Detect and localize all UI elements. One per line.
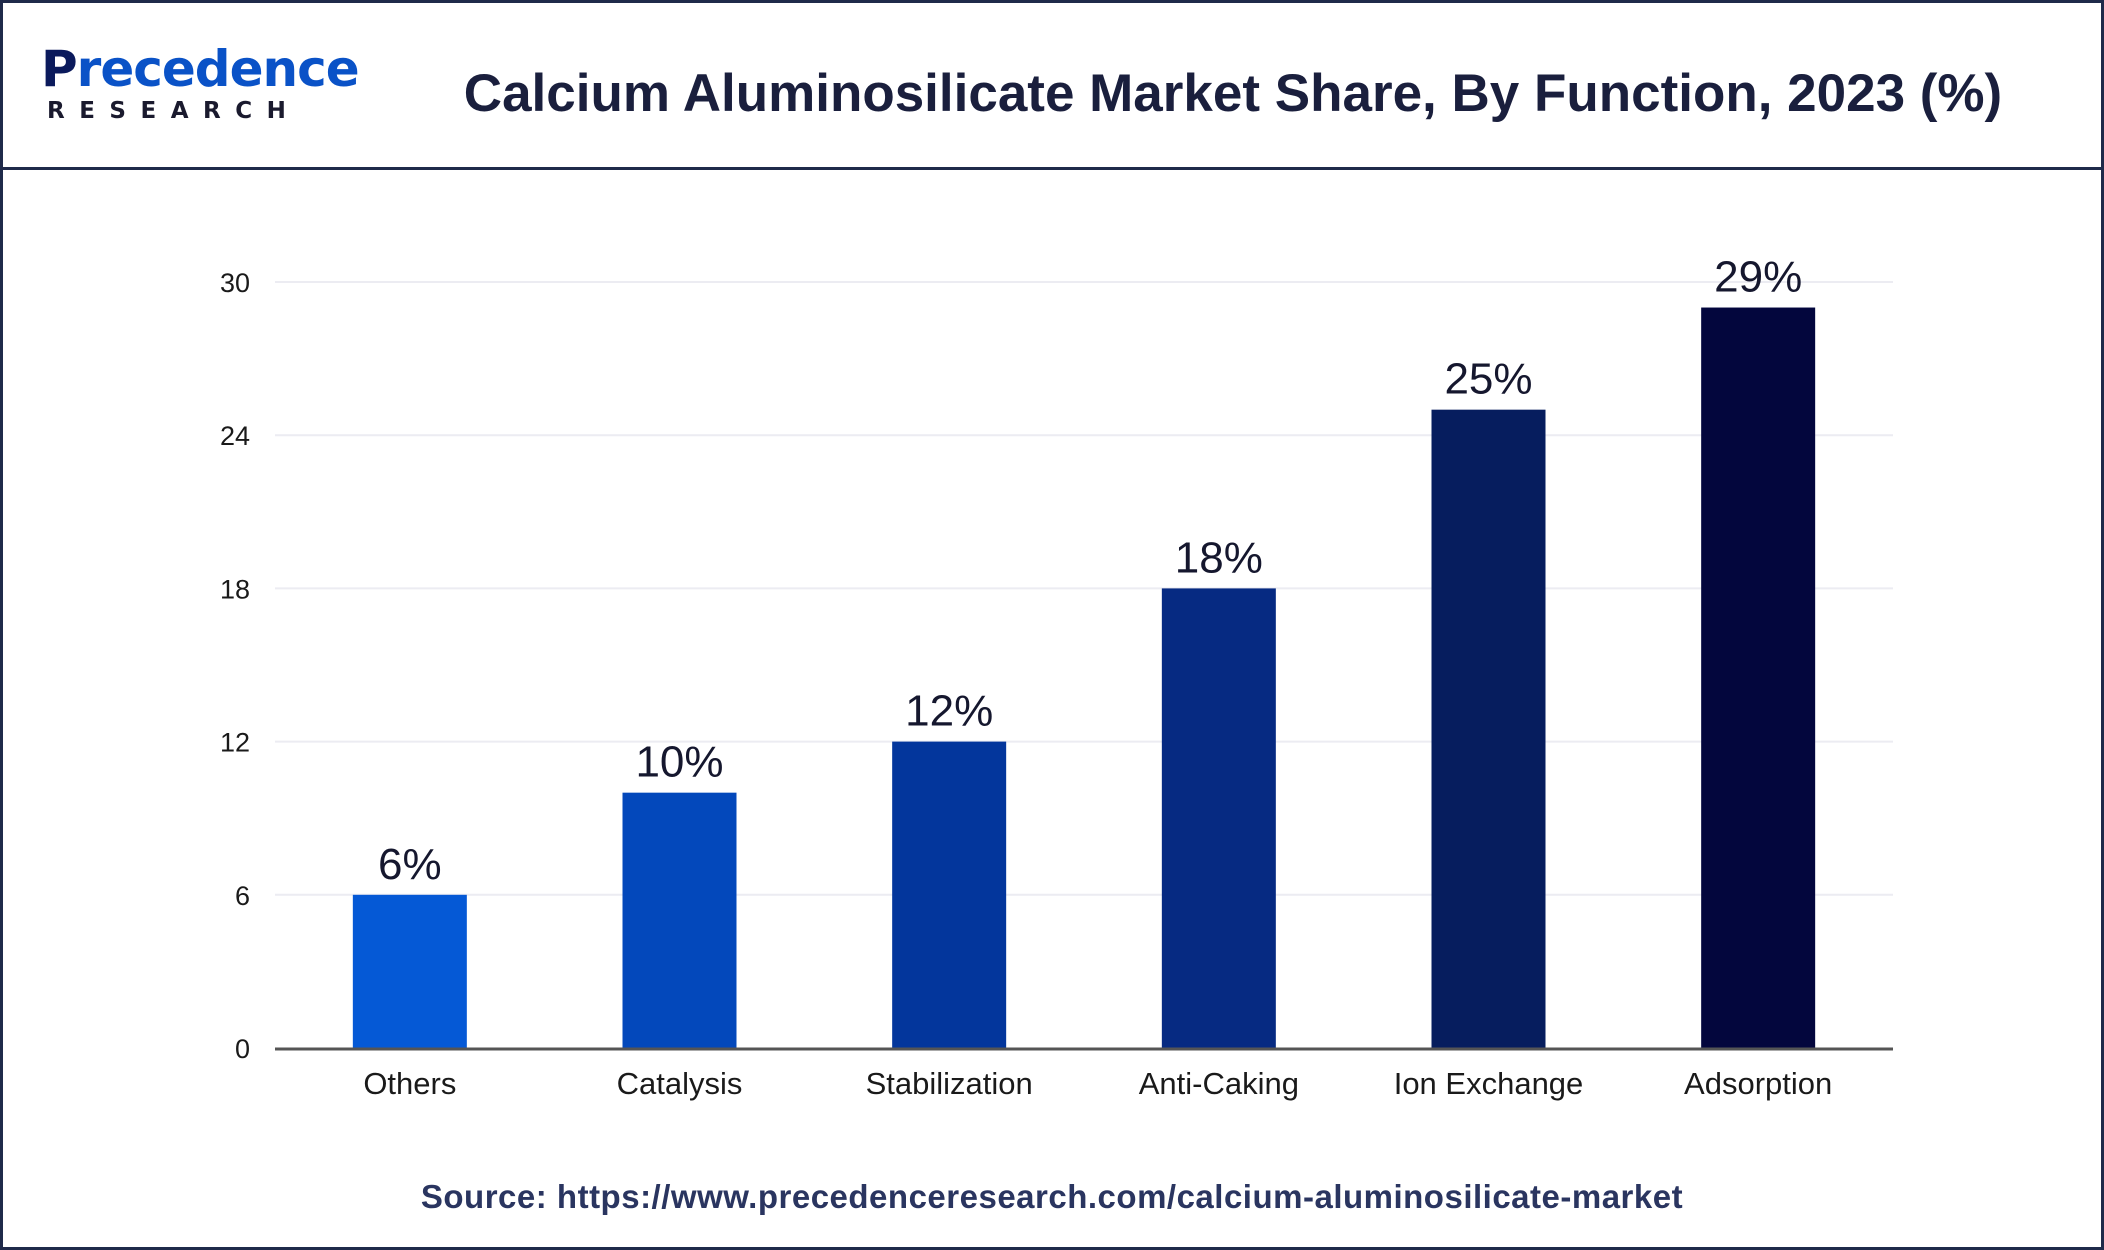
x-tick-label: Ion Exchange bbox=[1394, 1066, 1584, 1101]
data-label: 12% bbox=[905, 687, 993, 736]
y-tick-label: 18 bbox=[220, 574, 250, 604]
y-tick-label: 30 bbox=[220, 268, 250, 298]
x-tick-label: Catalysis bbox=[617, 1066, 743, 1101]
bar bbox=[1701, 307, 1816, 1048]
data-label: 29% bbox=[1714, 253, 1802, 302]
y-tick-label: 24 bbox=[220, 421, 250, 451]
logo-initial: P bbox=[41, 40, 78, 98]
x-tick-label: Others bbox=[363, 1066, 456, 1101]
data-label: 10% bbox=[635, 738, 723, 787]
data-label: 18% bbox=[1175, 533, 1263, 582]
header-bar: Precedence RESEARCH Calcium Aluminosilic… bbox=[3, 3, 2101, 170]
logo-wordmark: Precedence bbox=[41, 40, 360, 98]
data-label: 6% bbox=[378, 840, 442, 889]
logo-subtitle: RESEARCH bbox=[47, 98, 301, 124]
bar bbox=[622, 792, 737, 1048]
bar bbox=[352, 894, 467, 1048]
y-tick-label: 6 bbox=[235, 881, 250, 911]
x-tick-label: Anti-Caking bbox=[1139, 1066, 1299, 1101]
x-tick-label: Stabilization bbox=[866, 1066, 1033, 1101]
bar bbox=[1161, 588, 1276, 1048]
brand-logo: Precedence RESEARCH bbox=[41, 41, 360, 131]
bar bbox=[892, 741, 1007, 1048]
y-tick-label: 12 bbox=[220, 728, 250, 758]
x-tick-label: Adsorption bbox=[1684, 1066, 1832, 1101]
data-label: 25% bbox=[1444, 355, 1532, 404]
chart-title: Calcium Aluminosilicate Market Share, By… bbox=[463, 64, 2003, 123]
logo-main-text: recedence bbox=[76, 40, 360, 98]
bar bbox=[1431, 409, 1546, 1049]
y-tick-label: 0 bbox=[235, 1034, 250, 1064]
source-note: Source: https://www.precedenceresearch.c… bbox=[420, 1178, 1684, 1215]
